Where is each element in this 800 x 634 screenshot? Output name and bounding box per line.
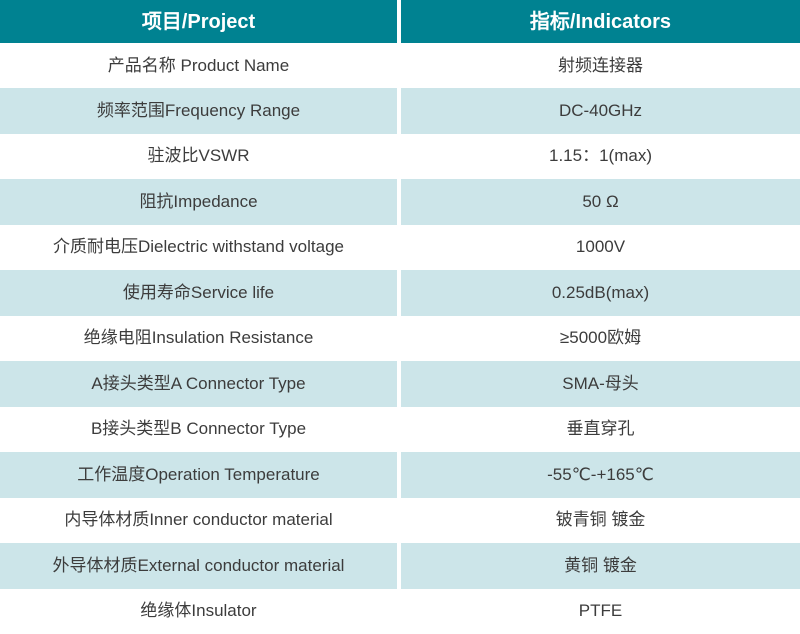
column-divider	[397, 588, 401, 634]
table-body: 产品名称 Product Name 射频连接器 频率范围Frequency Rang…	[0, 43, 800, 634]
project-cell: 工作温度Operation Temperature	[0, 452, 397, 498]
indicator-cell: 1000V	[401, 224, 800, 271]
indicator-cell: 1.15：1(max)	[401, 133, 800, 180]
column-divider	[397, 543, 401, 589]
column-divider	[397, 497, 401, 544]
project-cell: A接头类型A Connector Type	[0, 361, 397, 407]
indicator-cell: -55℃-+165℃	[401, 452, 800, 498]
project-cell: 外导体材质External conductor material	[0, 543, 397, 589]
column-divider	[397, 88, 401, 134]
project-cell: 介质耐电压Dielectric withstand voltage	[0, 224, 397, 271]
project-cell: 内导体材质Inner conductor material	[0, 497, 397, 544]
header-cell-indicators: 指标/Indicators	[401, 0, 800, 43]
column-divider	[397, 406, 401, 453]
table-row: 绝缘电阻Insulation Resistance ≥5000欧姆	[0, 315, 800, 362]
column-divider	[397, 452, 401, 498]
indicator-cell: SMA-母头	[401, 361, 800, 407]
table-row: 外导体材质External conductor material 黄铜 镀金	[0, 543, 800, 589]
table-row: 频率范围Frequency Range DC-40GHz	[0, 88, 800, 134]
project-cell: B接头类型B Connector Type	[0, 406, 397, 453]
project-cell: 绝缘电阻Insulation Resistance	[0, 315, 397, 362]
table-row: 介质耐电压Dielectric withstand voltage 1000V	[0, 224, 800, 271]
table-row: 工作温度Operation Temperature -55℃-+165℃	[0, 452, 800, 498]
project-cell: 驻波比VSWR	[0, 133, 397, 180]
table-row: 内导体材质Inner conductor material 铍青铜 镀金	[0, 497, 800, 544]
indicator-cell: 50 Ω	[401, 179, 800, 225]
table-row: 驻波比VSWR 1.15：1(max)	[0, 133, 800, 180]
column-divider	[397, 315, 401, 362]
table-row: 阻抗Impedance 50 Ω	[0, 179, 800, 225]
indicator-cell: ≥5000欧姆	[401, 315, 800, 362]
table-row: A接头类型A Connector Type SMA-母头	[0, 361, 800, 407]
indicator-cell: DC-40GHz	[401, 88, 800, 134]
project-cell: 使用寿命Service life	[0, 270, 397, 316]
column-divider	[397, 43, 401, 89]
column-divider	[397, 133, 401, 180]
column-divider	[397, 270, 401, 316]
table-header: 项目/Project 指标/Indicators	[0, 0, 800, 43]
table-row: 绝缘体Insulator PTFE	[0, 588, 800, 634]
indicator-cell: 黄铜 镀金	[401, 543, 800, 589]
indicator-cell: 射频连接器	[401, 43, 800, 89]
indicator-cell: 垂直穿孔	[401, 406, 800, 453]
indicator-cell: 0.25dB(max)	[401, 270, 800, 316]
table-row: 使用寿命Service life 0.25dB(max)	[0, 270, 800, 316]
project-cell: 频率范围Frequency Range	[0, 88, 397, 134]
project-cell: 绝缘体Insulator	[0, 588, 397, 634]
column-divider	[397, 361, 401, 407]
column-divider	[397, 179, 401, 225]
table-row: B接头类型B Connector Type 垂直穿孔	[0, 406, 800, 453]
indicator-cell: PTFE	[401, 588, 800, 634]
project-cell: 产品名称 Product Name	[0, 43, 397, 89]
project-cell: 阻抗Impedance	[0, 179, 397, 225]
column-divider	[397, 0, 401, 43]
indicator-cell: 铍青铜 镀金	[401, 497, 800, 544]
table-row: 产品名称 Product Name 射频连接器	[0, 43, 800, 89]
header-cell-project: 项目/Project	[0, 0, 397, 43]
column-divider	[397, 224, 401, 271]
